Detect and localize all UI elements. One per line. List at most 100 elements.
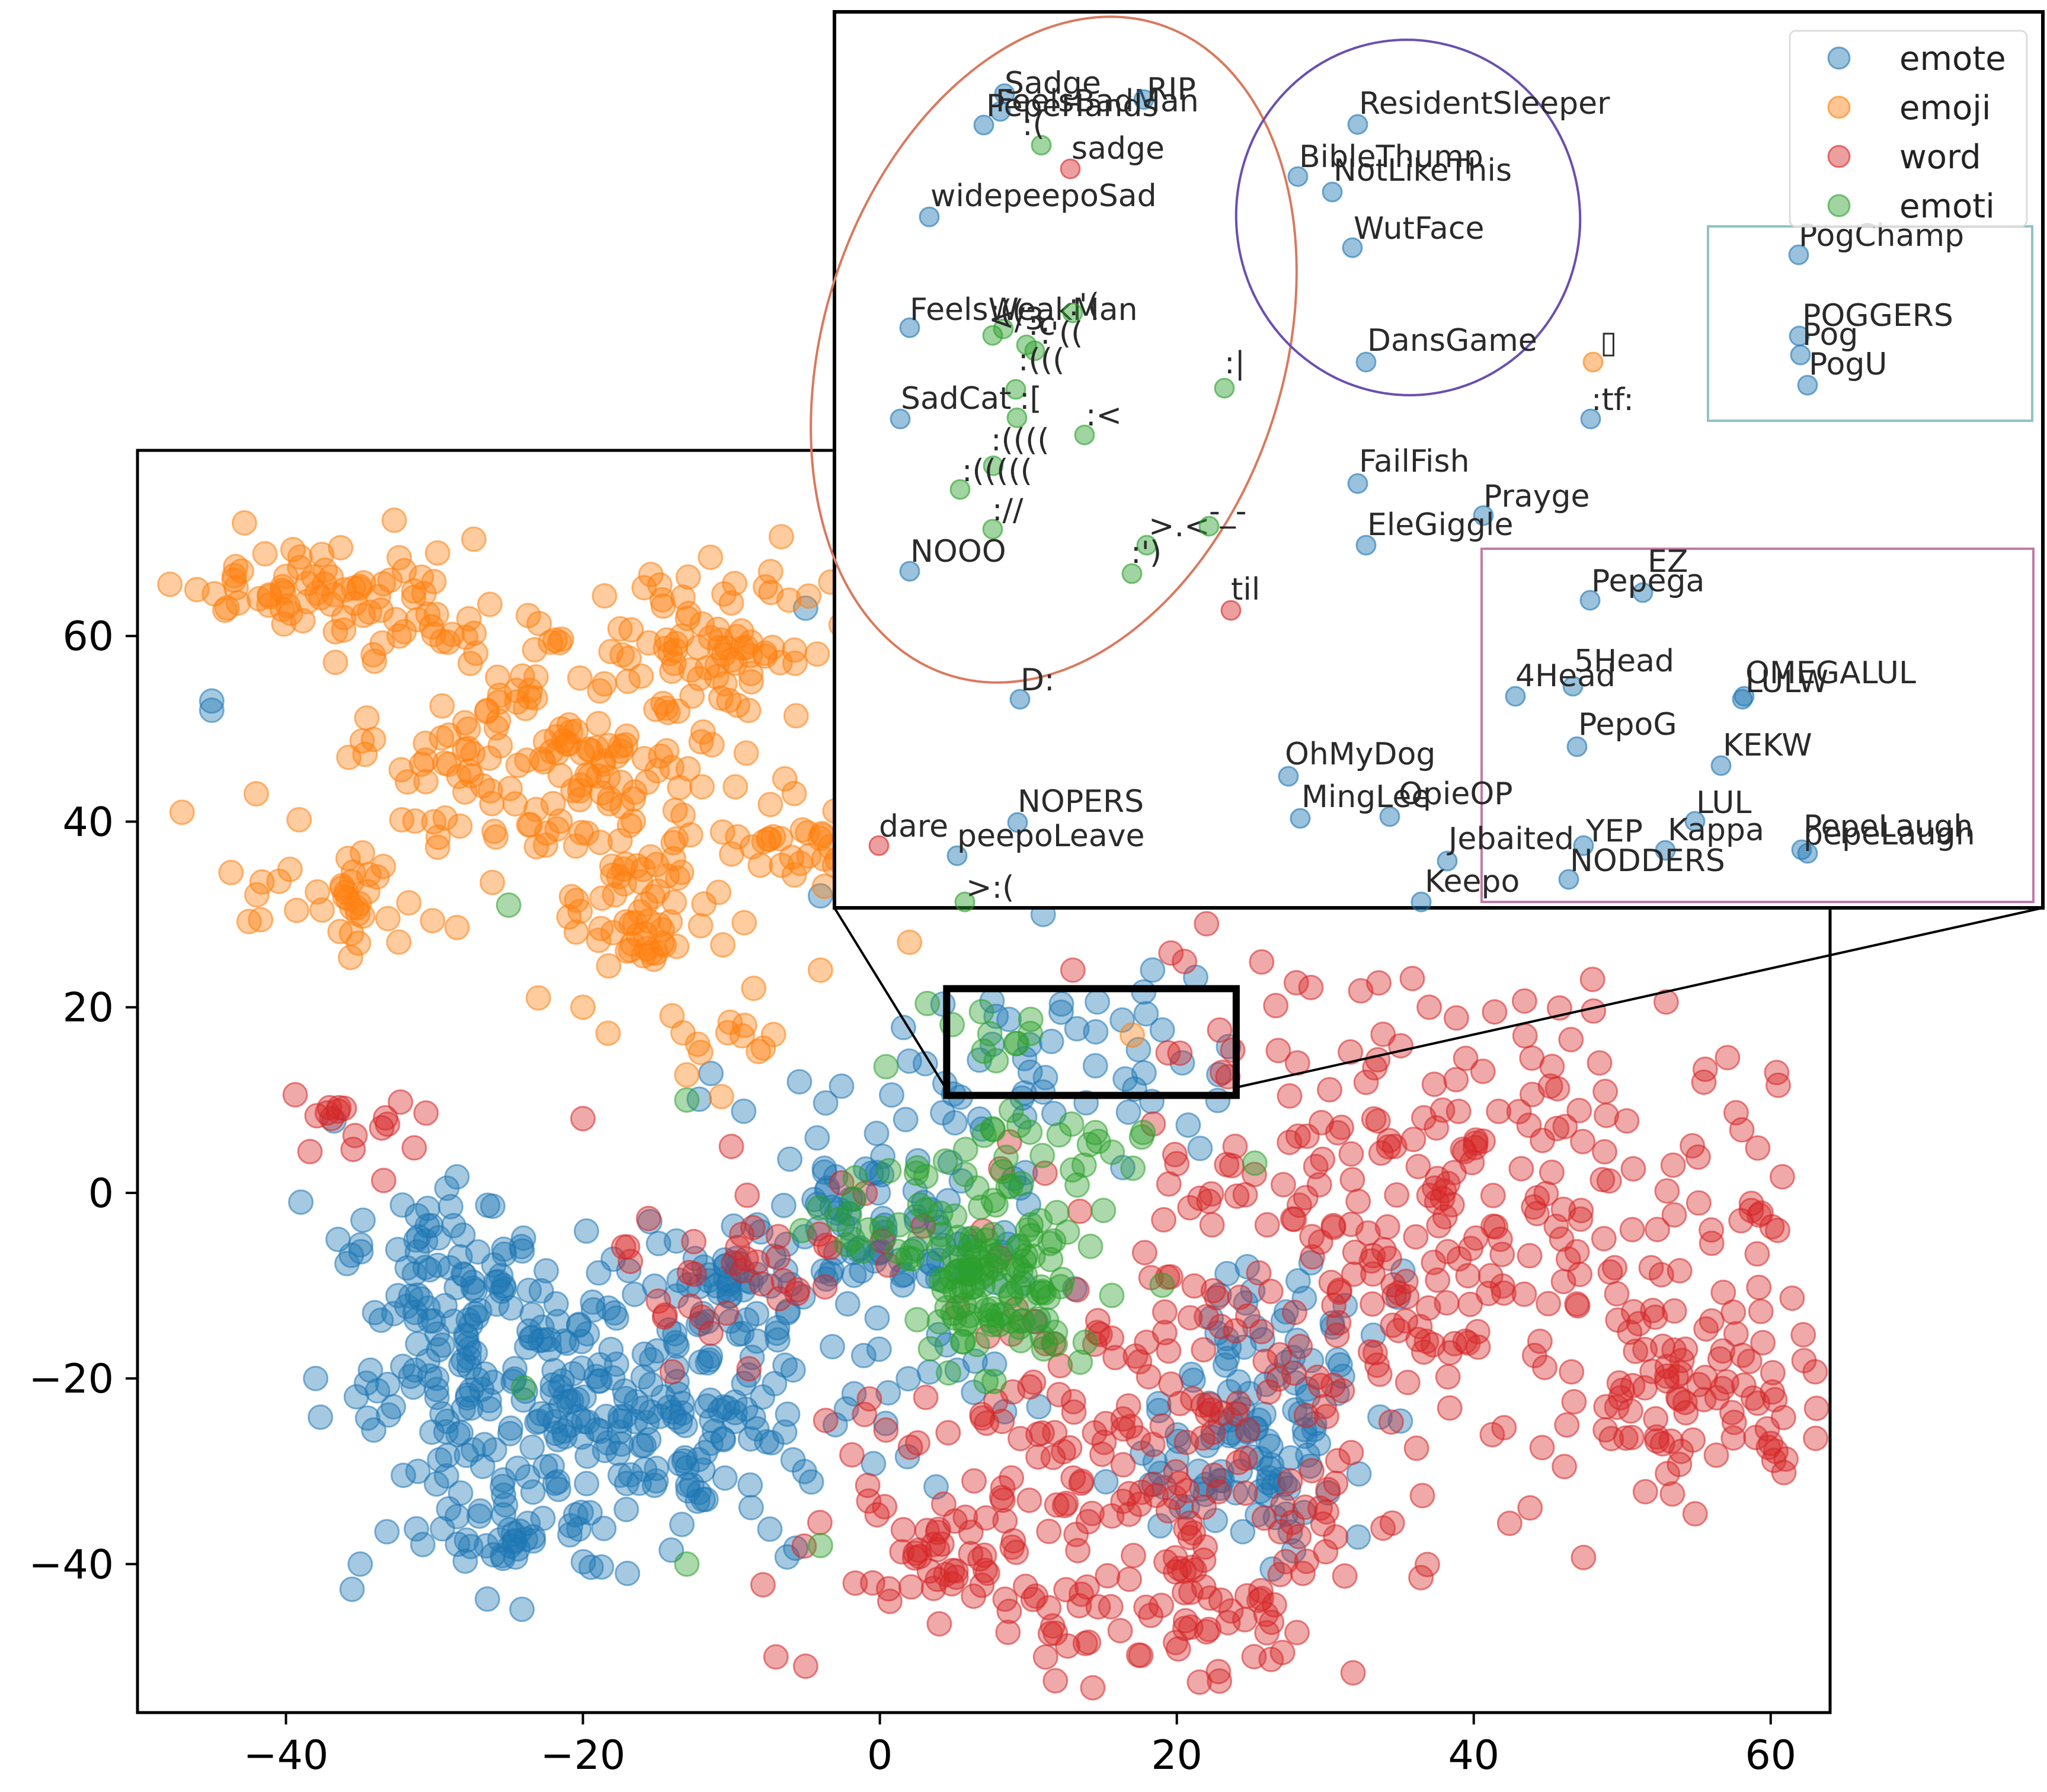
emoji-point [396, 890, 422, 916]
emote-point [628, 1433, 654, 1459]
emote-point [415, 1348, 441, 1374]
emote-point [404, 1282, 430, 1308]
emote-point [664, 1333, 690, 1359]
word-point [1745, 1135, 1771, 1161]
word-point [1765, 1072, 1791, 1098]
word-point [401, 1135, 427, 1161]
emoji-point [733, 740, 759, 766]
word-point [1378, 1409, 1404, 1435]
emoji-point [418, 614, 444, 640]
word-point [1529, 1435, 1555, 1461]
word-point [839, 1442, 865, 1468]
word-point [1758, 1431, 1784, 1457]
emoji-point [485, 664, 511, 690]
emote-point [644, 1338, 670, 1364]
emote-point [481, 1437, 507, 1463]
emoji-point [1120, 1022, 1145, 1048]
emoji-point [595, 1020, 621, 1047]
emoji-point [585, 763, 611, 789]
emoji-point [709, 819, 735, 845]
word-point [740, 1215, 766, 1241]
emoji-point [760, 1022, 786, 1048]
emote-point [942, 1110, 968, 1136]
emote-point [1146, 1391, 1172, 1416]
emote-point [505, 1455, 531, 1481]
word-point [1246, 1260, 1272, 1286]
emote-point [539, 1453, 565, 1479]
inset-label: LULW [1745, 664, 1828, 700]
word-point [1162, 1141, 1188, 1167]
emoji-point [547, 808, 573, 834]
word-point [1645, 1217, 1670, 1243]
emoji-point [157, 571, 183, 597]
emote-point [348, 1232, 373, 1258]
emoji-point [287, 544, 313, 570]
word-point [1358, 1248, 1384, 1274]
word-point [1544, 1115, 1570, 1141]
emote-point [580, 1297, 606, 1323]
word-point [635, 1205, 661, 1231]
emote-point [443, 1275, 469, 1301]
word-point [1318, 1269, 1344, 1295]
emoji-point [476, 745, 502, 771]
word-point [1680, 1427, 1706, 1453]
word-point [1021, 1369, 1047, 1395]
emote-point [516, 1278, 542, 1303]
emoji-point [804, 641, 830, 667]
word-point [734, 1182, 760, 1208]
emoji-point [711, 581, 737, 607]
word-point [1099, 1325, 1125, 1351]
word-point [1256, 1379, 1282, 1405]
emoji-point [277, 856, 303, 882]
emoti-point [941, 1244, 967, 1270]
emoji-point [286, 807, 312, 833]
word-point [1564, 1291, 1590, 1317]
emoji-point [569, 740, 595, 766]
word-point [1277, 1129, 1303, 1156]
emote-point [374, 1519, 400, 1545]
emote-point [996, 1006, 1022, 1032]
emote-point [498, 1415, 524, 1441]
emote-point [772, 1419, 798, 1445]
emoji-point [514, 747, 540, 773]
emote-point [425, 1252, 451, 1278]
emote-point [615, 1560, 641, 1586]
emote-point [759, 1430, 785, 1456]
word-point [1269, 1640, 1296, 1666]
emoji-point [664, 933, 690, 959]
emoji-point [335, 846, 361, 872]
word-point [1252, 1348, 1278, 1374]
word-point [718, 1134, 744, 1160]
word-point [1554, 1412, 1580, 1438]
emoti-point [1077, 1233, 1104, 1259]
emote-point [404, 1516, 430, 1542]
emote-point [737, 1472, 763, 1498]
word-point [1267, 1561, 1293, 1588]
emote-point [354, 1405, 380, 1431]
word-point [1155, 1040, 1181, 1066]
word-point [792, 1653, 818, 1679]
word-point [375, 1111, 401, 1137]
emoji-point [523, 664, 549, 690]
word-point [1232, 1607, 1258, 1633]
emote-point [405, 1458, 431, 1484]
word-point [1666, 1386, 1692, 1412]
inset-label: :( [1022, 107, 1045, 143]
emote-point [1306, 1431, 1332, 1457]
emote-point [492, 1492, 519, 1518]
emoji-point [628, 663, 654, 689]
emote-point [1346, 1461, 1372, 1487]
emoji-point [591, 583, 618, 609]
word-point [1669, 1348, 1695, 1374]
emoji-point [432, 805, 458, 831]
emoti-point [926, 1309, 952, 1335]
word-point [681, 1228, 707, 1255]
emote-point [863, 1121, 890, 1147]
emoji-point [607, 616, 633, 642]
emoti-point [990, 1301, 1016, 1327]
emote-point [508, 1234, 535, 1260]
inset-label: :// [992, 492, 1024, 528]
word-point [1282, 1300, 1307, 1326]
emote-point [574, 1471, 600, 1496]
word-point [1744, 1241, 1770, 1267]
